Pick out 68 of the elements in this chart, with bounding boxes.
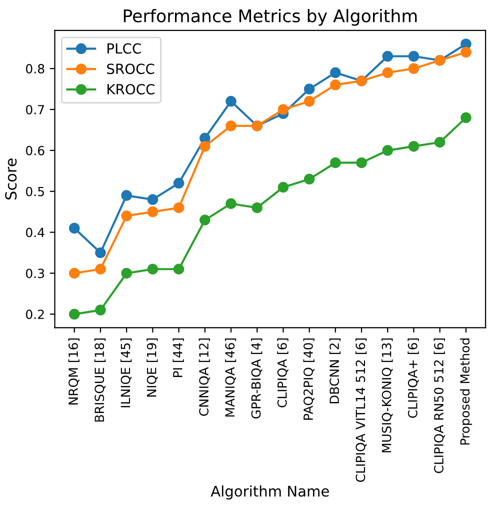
point xyxy=(460,46,472,58)
point xyxy=(68,308,80,320)
point xyxy=(147,206,158,218)
x-tick-label: CLIPIQA+ [6] xyxy=(408,338,419,418)
point xyxy=(304,174,315,184)
chart-title: Performance Metrics by Algorithm xyxy=(124,8,417,26)
y-tick-label: 0.6 xyxy=(26,146,44,156)
x-tick-label: NRQM [16] xyxy=(68,338,80,404)
y-tick-label: 0.7 xyxy=(26,104,44,114)
y-axis-title: Score xyxy=(5,158,17,200)
x-tick-label: CLIPIQA [6] xyxy=(277,338,288,408)
point xyxy=(408,63,420,74)
point xyxy=(434,136,446,148)
point xyxy=(121,268,132,279)
point xyxy=(95,247,106,258)
point xyxy=(408,50,420,62)
x-tick-label: BRISQUE [18] xyxy=(94,338,106,422)
legend-label: KROCC xyxy=(108,84,154,95)
point xyxy=(382,145,394,156)
y-tick-label: 0.3 xyxy=(26,268,44,278)
point xyxy=(382,50,394,62)
point xyxy=(121,190,132,201)
x-tick-label: CLIPIQA VITL14 512 [6] xyxy=(355,338,367,482)
point xyxy=(330,157,341,168)
x-tick-label: MUSIQ-KONIQ [13] xyxy=(382,338,393,452)
point xyxy=(200,140,210,152)
point xyxy=(95,264,106,275)
point xyxy=(68,222,80,234)
point xyxy=(173,264,184,275)
point xyxy=(147,264,158,275)
legend-label: PLCC xyxy=(108,43,141,54)
y-tick-label: 0.5 xyxy=(26,186,44,196)
point xyxy=(68,268,80,279)
point xyxy=(330,80,341,90)
x-tick-label: ILNIQE [45] xyxy=(120,338,132,408)
point xyxy=(200,214,210,226)
x-tick-label: NIQE [19] xyxy=(146,338,158,397)
point xyxy=(95,304,106,316)
point xyxy=(356,157,367,168)
x-tick-label: MANIQA [46] xyxy=(224,338,236,417)
point xyxy=(173,178,184,189)
x-tick-label: PI [44] xyxy=(172,338,184,378)
point xyxy=(226,198,236,210)
y-tick-label: 0.2 xyxy=(26,310,44,320)
point xyxy=(460,112,472,124)
point xyxy=(252,202,262,214)
point xyxy=(173,202,184,214)
point xyxy=(147,194,158,205)
point xyxy=(121,210,132,222)
x-tick-label: GPR-BIQA [4] xyxy=(251,338,262,418)
x-tick-label: CNNIQA [12] xyxy=(198,338,210,416)
point xyxy=(278,182,289,193)
x-tick-label: PAQ2PIQ [40] xyxy=(303,338,314,420)
point xyxy=(278,104,289,115)
legend-label: SROCC xyxy=(107,64,154,74)
point xyxy=(304,96,315,107)
point xyxy=(408,140,420,152)
point xyxy=(382,67,394,78)
point xyxy=(226,120,236,132)
x-axis-title: Algorithm Name xyxy=(210,485,329,500)
y-tick-label: 0.8 xyxy=(26,64,44,74)
point xyxy=(226,96,236,107)
x-tick-label: CLIPIQA RN50 512 [6] xyxy=(434,338,445,474)
x-tick-label: DBCNN [2] xyxy=(329,338,341,404)
point xyxy=(330,67,341,78)
y-tick-label: 0.4 xyxy=(26,228,44,238)
point xyxy=(304,84,315,94)
x-tick-label: Proposed Method xyxy=(460,338,472,445)
